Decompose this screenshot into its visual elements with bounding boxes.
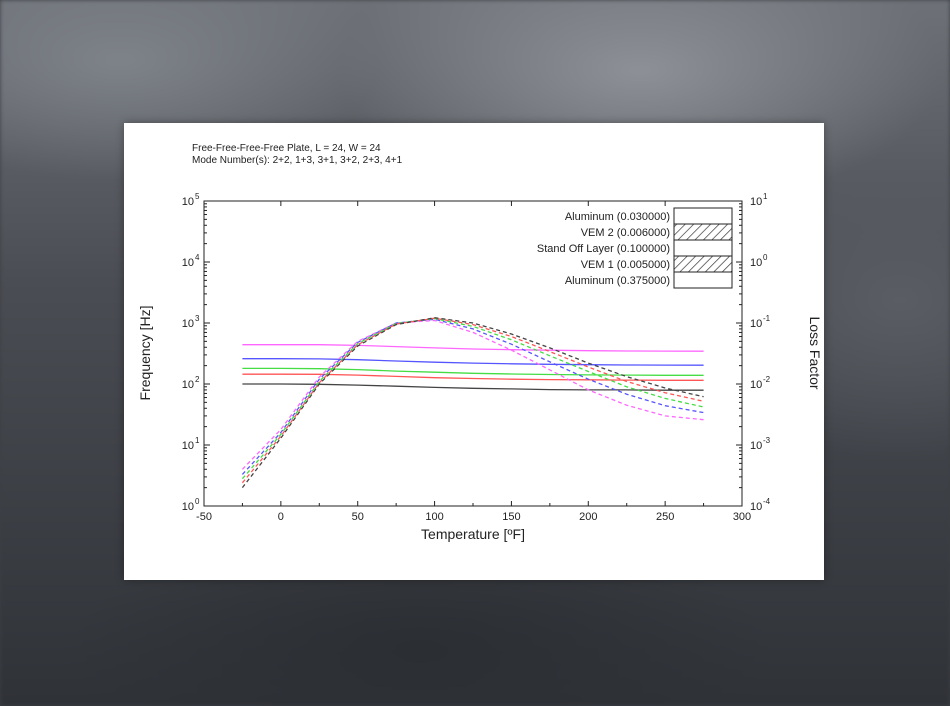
legend-layer-label: Aluminum (0.030000) bbox=[565, 211, 670, 223]
y2-tick-exponent: -4 bbox=[763, 497, 771, 506]
frequency-line bbox=[242, 344, 704, 352]
legend-layer-swatch bbox=[673, 207, 733, 225]
x-tick-label: 300 bbox=[733, 511, 751, 523]
loss-factor-line bbox=[241, 317, 704, 480]
loss-factor-line bbox=[241, 318, 704, 475]
x-tick-label: 250 bbox=[656, 511, 674, 523]
y2-tick-label: 10 bbox=[750, 257, 762, 269]
y2-tick-exponent: 1 bbox=[763, 192, 768, 201]
legend-layer-swatch bbox=[673, 255, 733, 273]
frequency-line bbox=[242, 358, 704, 366]
y-tick-label: 10 bbox=[182, 318, 194, 330]
x-tick-label: 150 bbox=[502, 511, 520, 523]
y-tick-exponent: 5 bbox=[195, 192, 200, 201]
y-tick-label: 10 bbox=[182, 257, 194, 269]
y2-tick-exponent: -1 bbox=[763, 314, 771, 323]
x-tick-label: 0 bbox=[278, 511, 284, 523]
legend-layer-label: VEM 2 (0.006000) bbox=[581, 227, 670, 239]
y-tick-exponent: 0 bbox=[195, 497, 200, 506]
y2-axis-title: Loss Factor bbox=[807, 316, 823, 389]
loss-factor-line bbox=[241, 319, 704, 470]
y-tick-exponent: 3 bbox=[195, 314, 200, 323]
y-tick-label: 10 bbox=[182, 379, 194, 391]
chart-header-line-2: Mode Number(s): 2+2, 1+3, 3+1, 3+2, 2+3,… bbox=[192, 155, 403, 166]
legend-layer-label: Stand Off Layer (0.100000) bbox=[537, 243, 670, 255]
x-tick-label: 200 bbox=[579, 511, 597, 523]
loss-factor-line bbox=[241, 317, 704, 488]
legend-layer-swatch bbox=[673, 223, 733, 241]
y-tick-exponent: 4 bbox=[195, 253, 200, 262]
y2-tick-label: 10 bbox=[750, 318, 762, 330]
y2-tick-exponent: -3 bbox=[763, 436, 771, 445]
y-tick-label: 10 bbox=[182, 440, 194, 452]
frequency-line bbox=[242, 373, 704, 381]
loss-factor-line bbox=[241, 317, 704, 484]
y2-tick-exponent: -2 bbox=[763, 375, 771, 384]
legend-layer-label: VEM 1 (0.005000) bbox=[581, 259, 670, 271]
legend-layer-swatch bbox=[673, 239, 733, 257]
frequency-line bbox=[242, 367, 704, 376]
y2-tick-label: 10 bbox=[750, 379, 762, 391]
x-tick-label: 50 bbox=[352, 511, 364, 523]
y2-tick-label: 10 bbox=[750, 501, 762, 513]
legend-layer-swatch bbox=[673, 271, 733, 289]
x-axis-title: Temperature [ºF] bbox=[421, 526, 525, 542]
y-tick-exponent: 2 bbox=[195, 375, 200, 384]
y-tick-label: 10 bbox=[182, 196, 194, 208]
y2-tick-label: 10 bbox=[750, 196, 762, 208]
legend-layer-label: Aluminum (0.375000) bbox=[565, 275, 670, 287]
y-axis-title: Frequency [Hz] bbox=[137, 306, 153, 401]
y2-tick-exponent: 0 bbox=[763, 253, 768, 262]
y2-tick-label: 10 bbox=[750, 440, 762, 452]
x-tick-label: 100 bbox=[425, 511, 443, 523]
x-tick-label: -50 bbox=[196, 511, 212, 523]
y-tick-exponent: 1 bbox=[195, 436, 200, 445]
y-tick-label: 10 bbox=[182, 501, 194, 513]
chart-panel: Free-Free-Free-Free Plate, L = 24, W = 2… bbox=[124, 123, 824, 580]
chart-header-line-1: Free-Free-Free-Free Plate, L = 24, W = 2… bbox=[192, 143, 381, 154]
